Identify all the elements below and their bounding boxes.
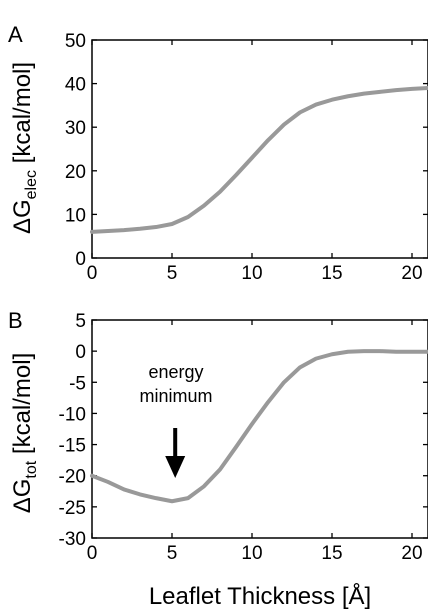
panel-b-x-tick-label: 15 (321, 543, 342, 564)
panel-b-x-tick-label: 10 (241, 543, 262, 564)
panel-b-y-tick-label: -20 (59, 467, 86, 488)
panel-a-y-tick-label: 30 (65, 118, 86, 139)
panel-a-x-tick-label: 5 (167, 263, 178, 284)
panel-a-ylabel-unit: [kcal/mol] (9, 62, 36, 170)
panel-a-y-tick-label: 40 (65, 75, 86, 96)
annotation-arrow (165, 428, 186, 478)
panel-a-series-line (90, 85, 428, 234)
panel-b-series-line (90, 349, 428, 504)
panel-a-x-tick-label: 20 (401, 263, 422, 284)
panel-b-y-tick-label: 5 (75, 311, 86, 332)
panel-a: A ΔGelec [kcal/mol] 0 5 10 15 20 0 10 20 30 40 50 (8, 22, 428, 284)
panel-a-y-tick-label: 10 (65, 205, 86, 226)
panel-b-ylabel: ΔGtot [kcal/mol] (9, 353, 40, 514)
panel-b-ylabel-unit: [kcal/mol] (9, 353, 36, 461)
panel-a-x-tick-label: 0 (87, 263, 98, 284)
panel-b-y-tick-label: 0 (75, 342, 86, 363)
annotation-line-1: energy (148, 362, 203, 382)
panel-a-x-tick-label: 15 (321, 263, 342, 284)
panel-b-y-tick-label: -5 (69, 373, 86, 394)
panel-a-x-tick-label: 10 (241, 263, 262, 284)
svg-text:ΔGtot [kcal/mol]: ΔGtot [kcal/mol] (9, 353, 40, 514)
annotation-arrow-head (165, 456, 186, 478)
panel-b-y-tick-label: -30 (59, 529, 86, 550)
panel-b-ylabel-prefix: ΔG (9, 479, 36, 514)
panel-b-y-tick-label: -25 (59, 498, 86, 519)
panel-b-ylabel-subscript: tot (23, 460, 40, 478)
panel-b-y-tick-label: -10 (59, 404, 86, 425)
panel-a-frame (91, 39, 428, 259)
panel-b: B ΔGtot [kcal/mol] 0 5 10 15 20 -30 -25 -20 -15 -… (8, 308, 428, 564)
panel-b-plot-area: 0 5 10 15 20 -30 -25 -20 -15 -10 -5 0 5 (59, 311, 428, 564)
panel-a-ylabel-prefix: ΔG (9, 199, 36, 234)
panel-a-y-tick-label: 20 (65, 162, 86, 183)
panel-b-frame (91, 319, 428, 539)
panel-a-y-tick-label: 0 (75, 249, 86, 270)
annotation-line-2: minimum (139, 386, 212, 406)
panel-a-plot-area: 0 5 10 15 20 0 10 20 30 40 50 (65, 31, 428, 284)
panel-a-y-tick-label: 50 (65, 31, 86, 52)
panel-b-x-tick-label: 0 (87, 543, 98, 564)
panel-a-ylabel: ΔGelec [kcal/mol] (9, 62, 40, 234)
panel-b-x-tick-label: 5 (167, 543, 178, 564)
svg-text:ΔGelec [kcal/mol]: ΔGelec [kcal/mol] (9, 62, 40, 234)
panel-label-a: A (8, 22, 23, 47)
x-axis-title: Leaflet Thickness [Å] (149, 582, 371, 610)
panel-b-y-tick-label: -15 (59, 436, 86, 457)
panel-b-x-tick-label: 20 (401, 543, 422, 564)
panel-label-b: B (8, 308, 23, 333)
panel-a-ylabel-subscript: elec (23, 170, 40, 199)
